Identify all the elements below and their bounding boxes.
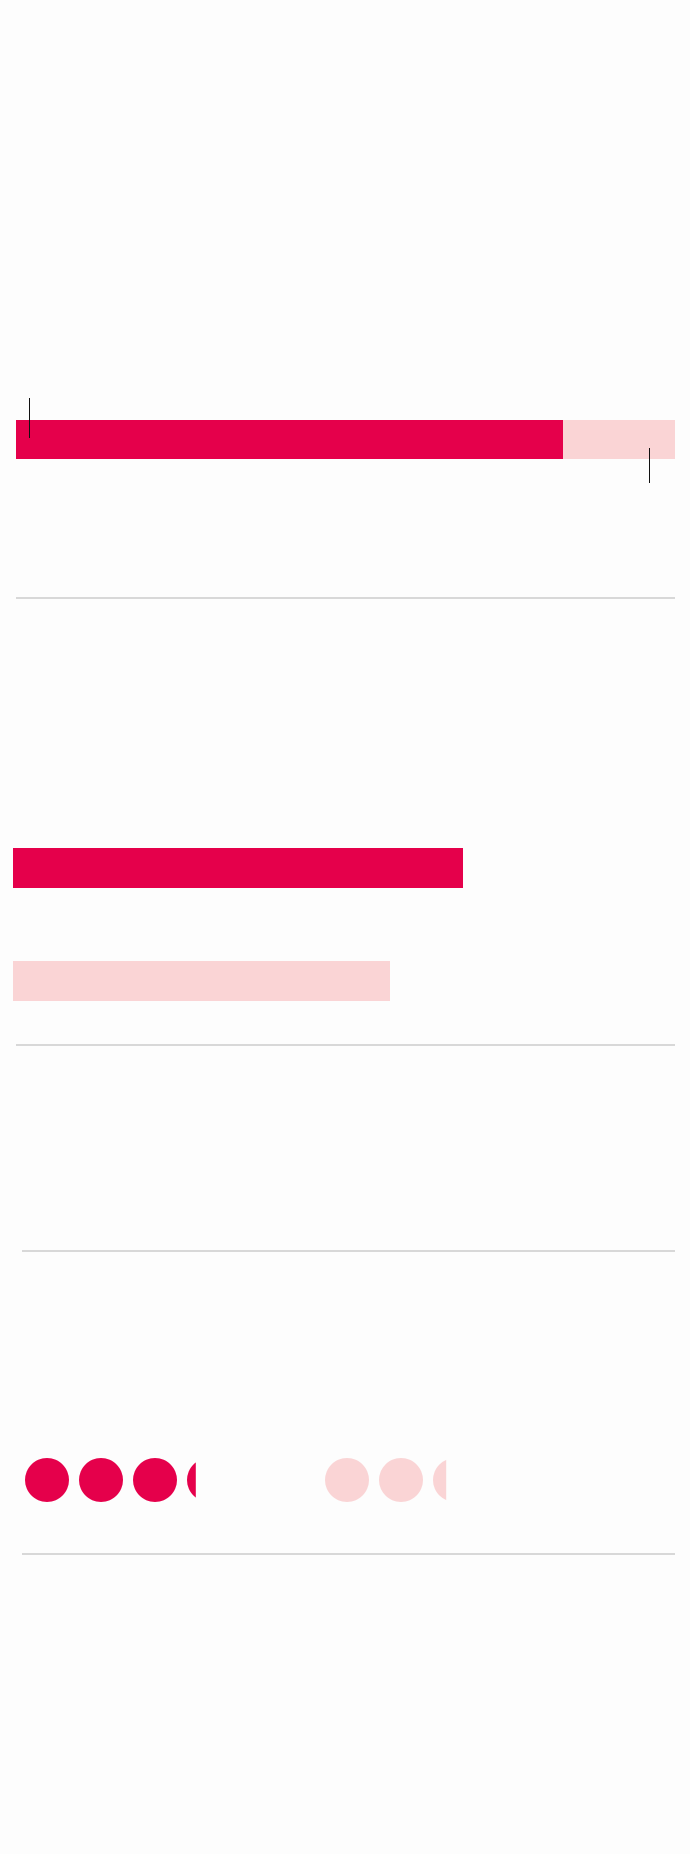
section-divider [22, 1553, 675, 1555]
pictograph-dot [133, 1458, 177, 1502]
pictograph-dot [25, 1458, 69, 1502]
stacked-bar-segment-primary [16, 420, 563, 459]
pictograph-dot [79, 1458, 123, 1502]
pictograph-dot [433, 1458, 477, 1502]
section-divider [16, 597, 675, 599]
marker-line-start [29, 398, 30, 438]
stacked-bar-chart [16, 398, 675, 484]
marker-line-end [649, 448, 650, 483]
section-divider [22, 1250, 675, 1252]
pictograph-dot [187, 1458, 231, 1502]
section-divider [16, 1044, 675, 1046]
pictograph-dot [325, 1458, 369, 1502]
stacked-bar-segment-secondary [563, 420, 675, 459]
comparison-bar-secondary [13, 961, 390, 1001]
pictograph-dot [379, 1458, 423, 1502]
comparison-bar-primary [13, 848, 463, 888]
dot-pictograph-chart [0, 1450, 690, 1510]
comparison-bar-chart [13, 848, 675, 1002]
